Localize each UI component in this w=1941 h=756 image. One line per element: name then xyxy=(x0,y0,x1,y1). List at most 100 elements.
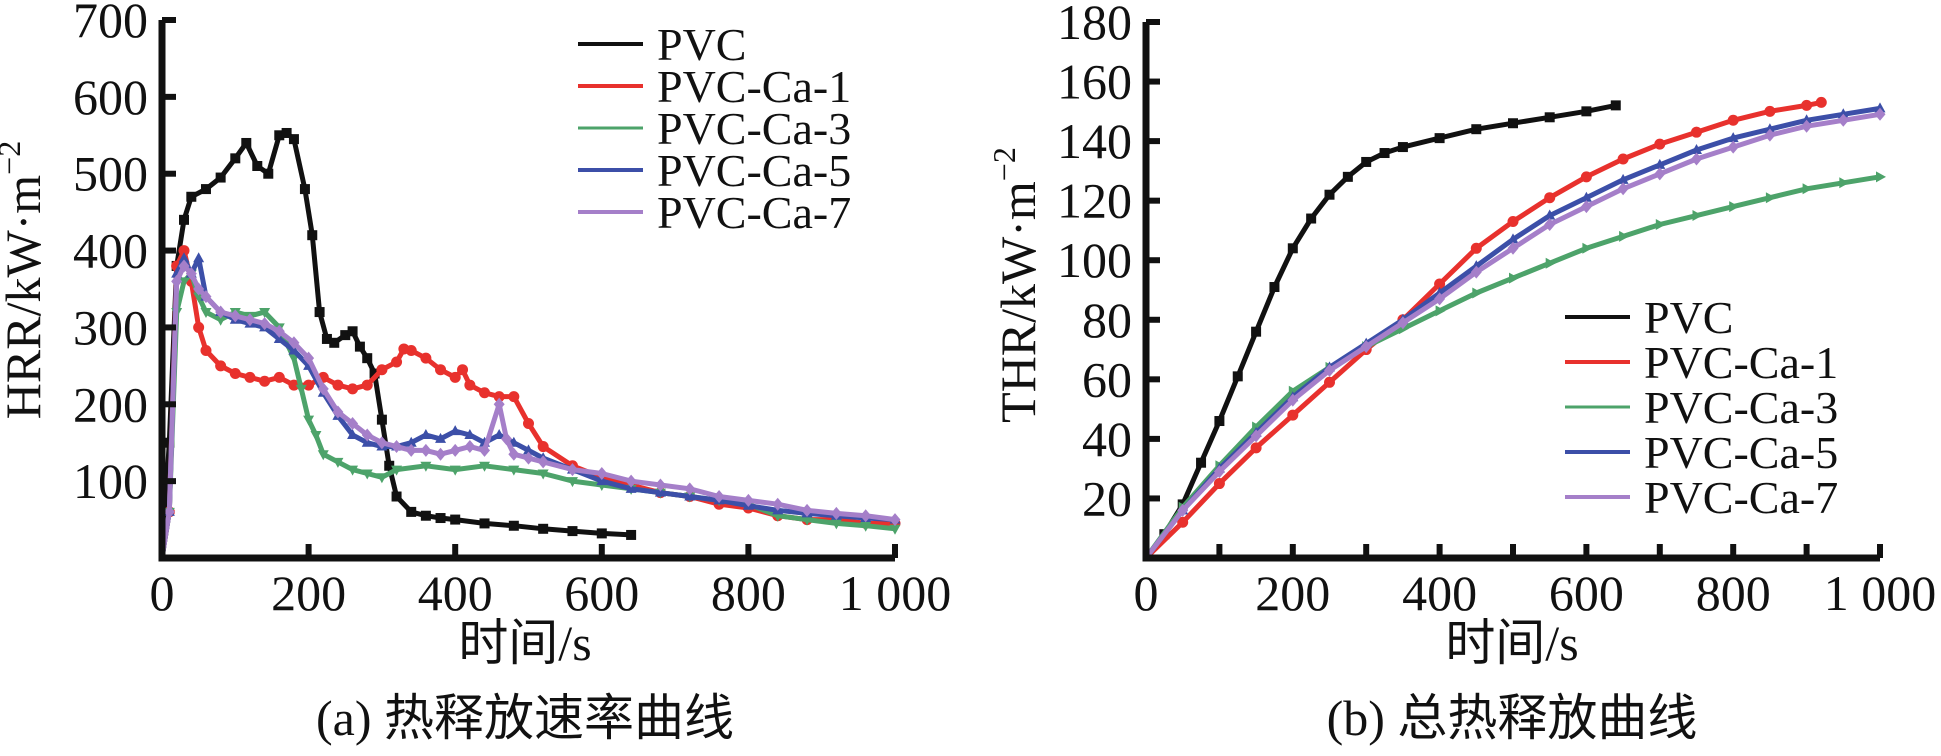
data-point xyxy=(384,460,395,471)
data-point xyxy=(178,277,190,288)
hrr-x-axis-title: 时间/s xyxy=(458,615,591,671)
data-point xyxy=(263,168,274,179)
data-point xyxy=(405,443,417,457)
y-tick-label: 300 xyxy=(73,299,148,355)
data-point xyxy=(479,387,491,399)
data-point xyxy=(1764,128,1776,142)
hrr-caption: (a) 热释放速率曲线 xyxy=(316,690,734,746)
data-point xyxy=(178,214,189,225)
data-point xyxy=(288,336,300,350)
data-point xyxy=(493,397,505,411)
y-tick-label: 60 xyxy=(1082,351,1132,407)
x-tick-label: 400 xyxy=(1402,565,1477,621)
data-point xyxy=(193,321,205,333)
data-point xyxy=(230,153,241,164)
data-point xyxy=(1232,371,1243,382)
data-point xyxy=(889,513,901,527)
legend-item: PVC-Ca-7 xyxy=(578,187,851,238)
data-point xyxy=(1470,265,1482,279)
data-point xyxy=(830,519,842,530)
y-tick-label: 500 xyxy=(73,146,148,202)
data-point xyxy=(1306,213,1317,224)
data-point xyxy=(1250,442,1262,454)
data-point xyxy=(1434,133,1445,144)
data-point xyxy=(1507,241,1519,255)
data-point xyxy=(1471,124,1482,135)
data-point xyxy=(1801,99,1813,111)
data-point xyxy=(501,432,513,446)
series-line xyxy=(159,271,896,559)
data-point xyxy=(742,493,754,507)
data-point xyxy=(303,351,315,365)
data-point xyxy=(354,341,365,352)
data-point xyxy=(1727,114,1739,126)
data-point xyxy=(479,518,490,529)
data-point xyxy=(252,161,263,172)
x-tick-label: 200 xyxy=(271,565,346,621)
data-point xyxy=(801,515,813,526)
legend-label: PVC-Ca-1 xyxy=(1644,337,1838,388)
data-point xyxy=(186,191,197,202)
data-point xyxy=(1360,340,1372,354)
data-point xyxy=(347,383,359,395)
data-point xyxy=(420,510,431,521)
data-point xyxy=(420,443,432,457)
data-point xyxy=(406,506,417,517)
data-point xyxy=(538,523,549,534)
data-point xyxy=(1544,217,1556,231)
data-point xyxy=(1544,209,1556,220)
data-point xyxy=(1654,138,1666,150)
data-point xyxy=(361,469,373,480)
data-point xyxy=(178,259,190,273)
data-point xyxy=(1324,189,1335,200)
data-point xyxy=(508,391,520,403)
legend-label: PVC xyxy=(657,19,746,70)
thr-series-group xyxy=(1143,96,1886,560)
data-point xyxy=(1801,119,1813,133)
data-point xyxy=(1691,126,1702,138)
data-point xyxy=(288,134,299,145)
data-point xyxy=(171,274,183,288)
data-point xyxy=(1581,106,1592,117)
data-point xyxy=(464,379,476,391)
data-point xyxy=(1729,201,1740,213)
data-point xyxy=(1802,183,1813,195)
data-point xyxy=(567,526,578,537)
data-point xyxy=(860,521,872,532)
legend-label: PVC-Ca-5 xyxy=(1644,427,1838,478)
y-tick-label: 200 xyxy=(73,376,148,432)
data-point xyxy=(1544,112,1555,123)
data-point xyxy=(376,473,388,484)
data-point xyxy=(299,184,310,195)
data-point xyxy=(1815,96,1827,108)
data-point xyxy=(405,344,417,356)
y-tick-label: 700 xyxy=(73,0,148,48)
data-point xyxy=(1619,230,1630,242)
data-point xyxy=(435,447,447,461)
y-tick-label: 400 xyxy=(73,223,148,279)
data-point xyxy=(1177,516,1189,528)
data-point xyxy=(1379,148,1390,159)
data-point xyxy=(596,528,607,539)
data-point xyxy=(295,384,307,395)
x-tick-label: 1 000 xyxy=(839,565,952,621)
thr-caption: (b) 总热释放曲线 xyxy=(1327,690,1698,746)
data-point xyxy=(332,457,344,468)
data-point xyxy=(537,469,549,480)
data-point xyxy=(1434,292,1446,306)
data-point xyxy=(420,461,432,472)
data-point xyxy=(329,337,340,348)
data-point xyxy=(1691,152,1702,166)
y-tick-label: 100 xyxy=(1057,232,1132,288)
data-point xyxy=(361,436,373,447)
data-point xyxy=(537,441,549,453)
hrr-ticks xyxy=(162,17,898,558)
x-tick-label: 0 xyxy=(150,565,175,621)
data-point xyxy=(1654,167,1666,181)
data-point xyxy=(479,443,491,457)
data-point xyxy=(420,352,432,364)
hrr-axes xyxy=(158,20,895,562)
legend-item: PVC-Ca-3 xyxy=(578,103,851,154)
